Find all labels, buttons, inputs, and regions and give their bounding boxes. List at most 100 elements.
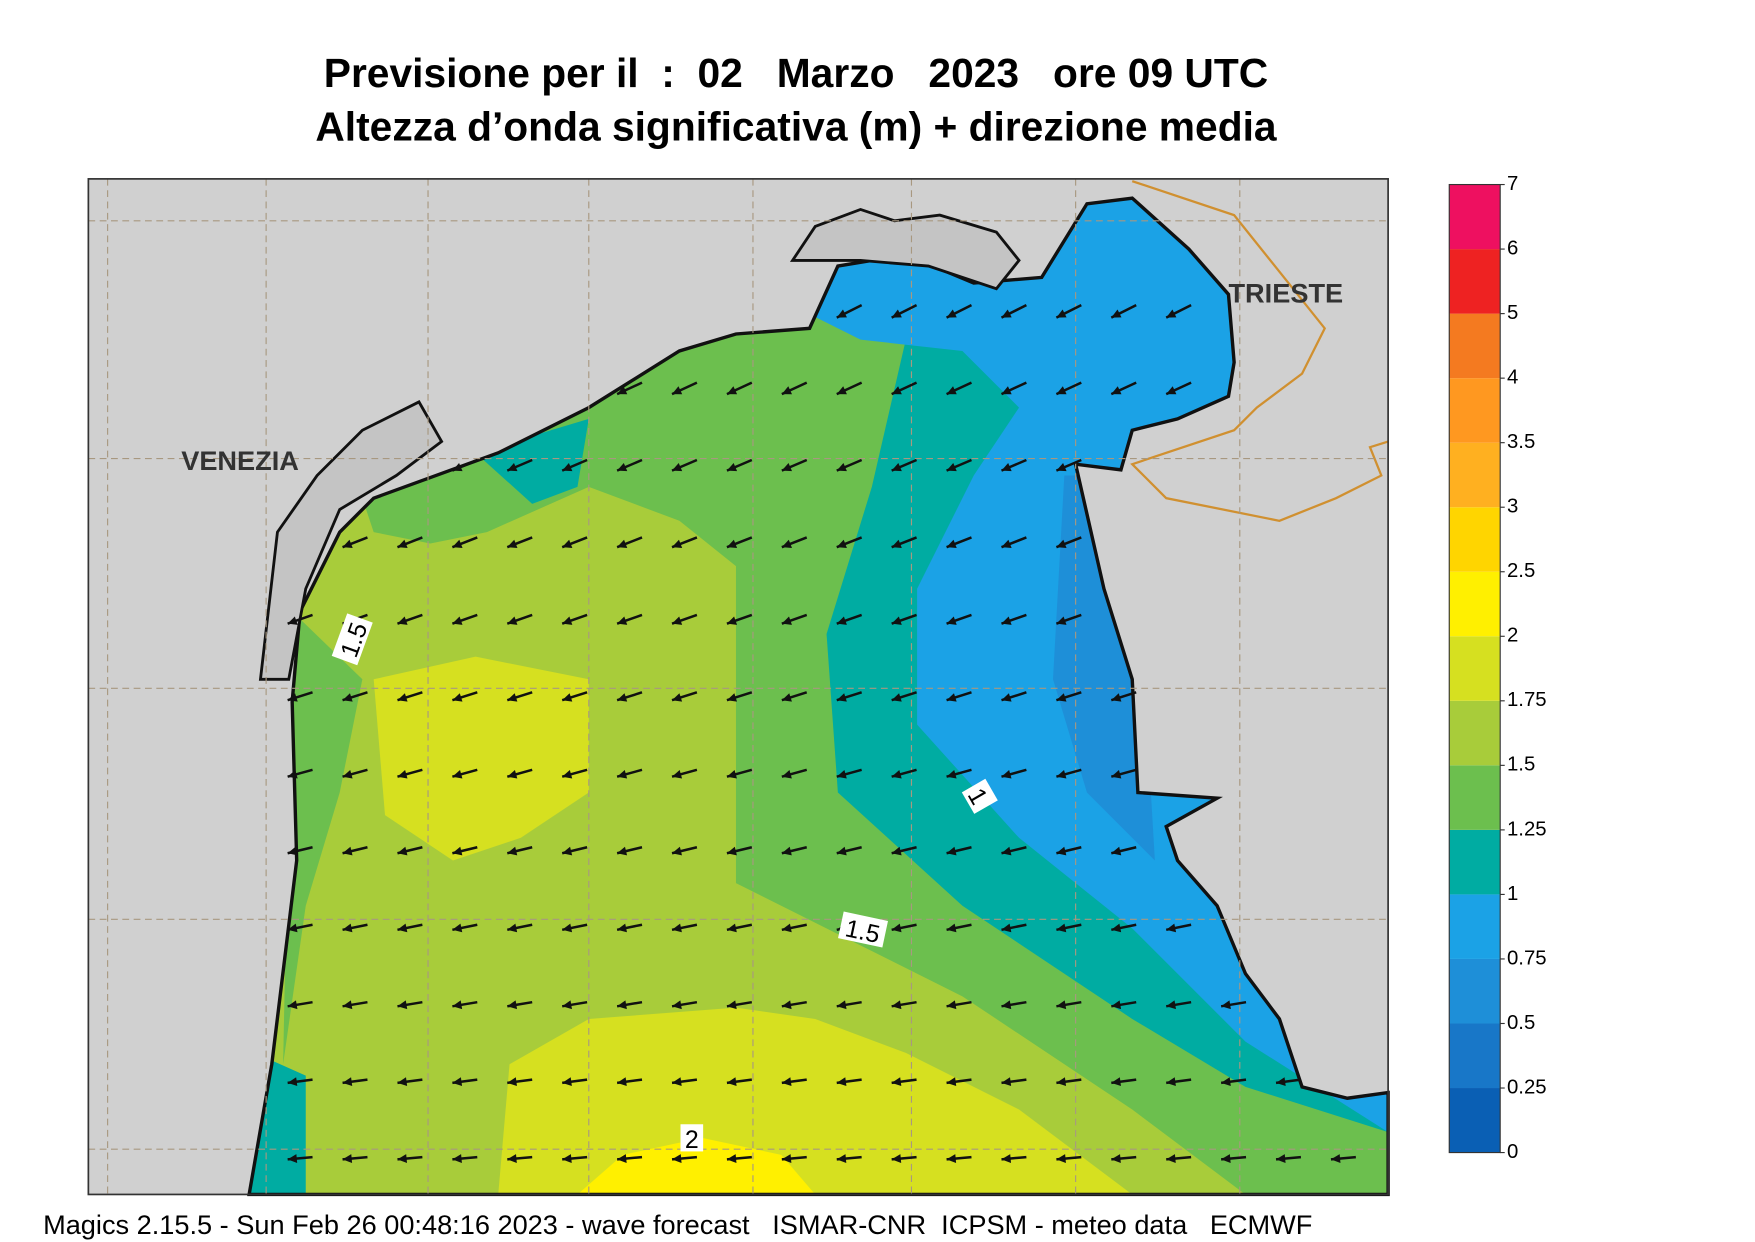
arrow (1056, 846, 1082, 856)
arrow-head (1056, 539, 1067, 548)
arrow (397, 923, 423, 933)
arrow (1111, 1077, 1137, 1087)
arrow (726, 768, 753, 779)
arrow-head (1221, 1077, 1231, 1087)
arrow (781, 381, 808, 396)
arrow-head (1001, 846, 1012, 856)
arrow (1055, 613, 1082, 625)
arrow-head (1166, 923, 1177, 933)
arrow-head (672, 693, 683, 702)
arrow-head (1056, 923, 1067, 933)
colorbar-band (1449, 184, 1501, 250)
arrow (451, 536, 478, 549)
arrow-head (452, 539, 463, 548)
arrow (671, 381, 698, 396)
arrow (946, 381, 972, 396)
colorbar-label: 3 (1507, 496, 1518, 518)
arrow-head (1056, 846, 1067, 856)
colorbar-band (1449, 1023, 1501, 1089)
arrow-head (507, 846, 518, 856)
arrow-head (672, 770, 683, 779)
arrow-head (397, 539, 408, 548)
arrow-head (836, 616, 847, 625)
arrow-head (342, 1000, 353, 1010)
colorbar-band (1449, 636, 1501, 701)
arrow (506, 536, 533, 549)
colorbar-band (1449, 700, 1501, 766)
arrow-head (672, 1154, 682, 1163)
arrow (616, 691, 643, 702)
arrow-head (1111, 923, 1122, 933)
arrow-head (726, 462, 738, 472)
arrow-head (452, 1077, 463, 1087)
arrow (506, 768, 533, 779)
arrow (616, 1000, 643, 1010)
arrow (451, 613, 478, 625)
arrow (397, 768, 423, 779)
arrow-head (397, 1000, 408, 1010)
arrow-head (617, 1154, 627, 1163)
arrow (342, 1000, 368, 1010)
arrow (616, 768, 643, 779)
arrow-head (891, 1077, 902, 1087)
arrow-head (287, 923, 298, 933)
arrow-head (397, 770, 408, 779)
arrow (836, 1000, 862, 1010)
arrow (836, 304, 863, 319)
arrow-head (1330, 1154, 1341, 1163)
arrow-head (1056, 770, 1067, 779)
arrow-head (397, 693, 408, 702)
arrow-head (836, 1154, 847, 1163)
arrow-head (452, 693, 463, 702)
arrow (1056, 691, 1082, 702)
arrow-head (1111, 1154, 1121, 1163)
arrow-head (946, 846, 957, 856)
arrow-head (617, 770, 628, 779)
arrow-head (836, 462, 847, 472)
arrow-head (726, 1077, 737, 1087)
arrow (397, 536, 423, 549)
arrow (1055, 381, 1082, 396)
arrow (671, 458, 698, 472)
city-label: TRIESTE (1228, 277, 1343, 308)
arrow-head (507, 539, 518, 548)
arrow (946, 536, 972, 549)
arrow (452, 1154, 478, 1163)
arrow (1055, 458, 1082, 472)
arrow (836, 381, 863, 396)
arrow-head (891, 309, 902, 318)
arrow-head (891, 616, 902, 625)
arrow (616, 458, 643, 472)
arrow (451, 691, 478, 702)
arrow-head (507, 462, 518, 472)
contour-label: 2 (685, 1126, 699, 1154)
arrow-head (726, 616, 738, 625)
arrow-head (891, 1154, 902, 1163)
arrow (726, 613, 753, 625)
arrow (671, 1077, 698, 1087)
arrow-head (1111, 846, 1122, 856)
arrow-head (1276, 1077, 1286, 1087)
arrow-head (1001, 1154, 1012, 1163)
arrow (507, 923, 533, 933)
arrow-head (452, 770, 463, 779)
colorbar-label: 1 (1507, 883, 1518, 905)
arrow-head (946, 462, 957, 472)
arrow (616, 846, 643, 856)
arrow-head (946, 923, 957, 933)
arrow (1001, 691, 1027, 702)
arrow-head (1056, 1154, 1066, 1163)
footer: Magics 2.15.5 - Sun Feb 26 00:48:16 2023… (43, 1209, 1312, 1240)
colorbar-label: 2.5 (1507, 560, 1535, 582)
arrow-head (1056, 462, 1067, 472)
arrow (506, 613, 533, 625)
arrow (781, 846, 808, 856)
arrow (1001, 846, 1027, 856)
arrow-head (452, 846, 463, 856)
arrow (1220, 1077, 1247, 1087)
arrow-head (946, 1077, 957, 1087)
arrow (616, 1154, 643, 1163)
arrow-head (1001, 616, 1012, 625)
